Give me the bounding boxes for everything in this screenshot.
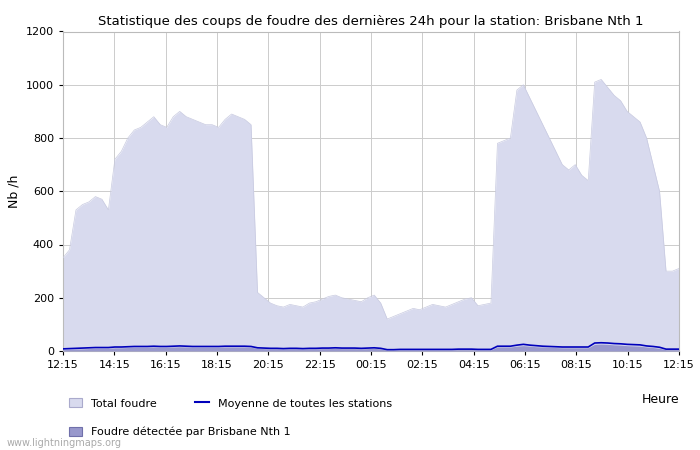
Text: www.lightningmaps.org: www.lightningmaps.org [7,438,122,448]
Title: Statistique des coups de foudre des dernières 24h pour la station: Brisbane Nth : Statistique des coups de foudre des dern… [98,14,644,27]
Legend: Foudre détectée par Brisbane Nth 1: Foudre détectée par Brisbane Nth 1 [69,427,290,437]
Y-axis label: Nb /h: Nb /h [7,175,20,208]
Text: Heure: Heure [641,392,679,405]
